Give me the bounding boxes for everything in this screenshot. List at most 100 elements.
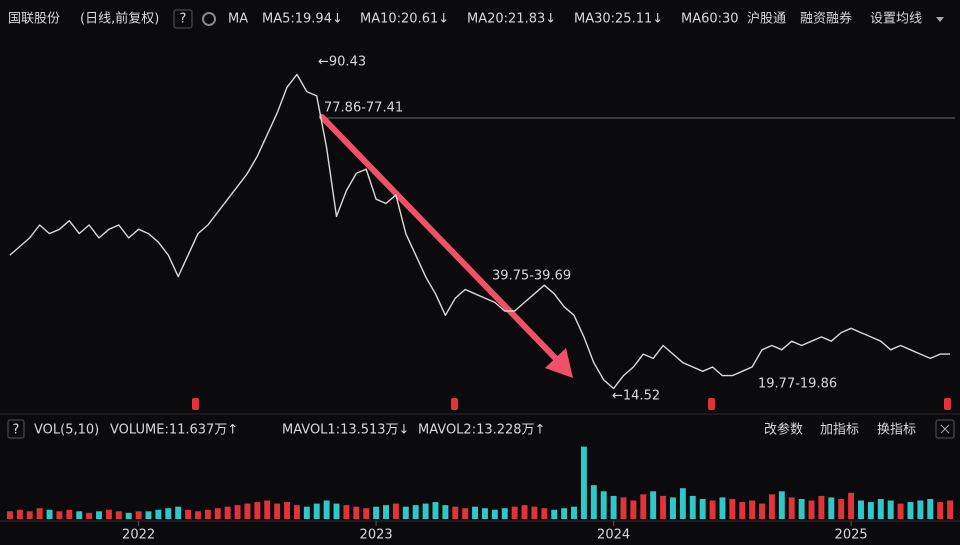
volume-bar — [165, 508, 172, 519]
volume-bar — [26, 511, 33, 519]
volume-bar — [541, 508, 548, 519]
volume-bar — [323, 500, 330, 519]
volume-bar — [333, 503, 340, 519]
volume-bar — [590, 485, 597, 519]
volume-bar — [739, 502, 746, 519]
volume-bar — [630, 500, 637, 519]
volume-bar — [640, 494, 647, 519]
volume-bar — [6, 511, 13, 519]
volume-bar — [650, 491, 657, 519]
close-icon[interactable] — [940, 424, 950, 434]
x-tick-label: 2022 — [122, 528, 155, 543]
volume-bar — [768, 494, 775, 519]
volume-bar — [353, 506, 360, 519]
volume-bar — [501, 508, 508, 519]
volume-bar — [551, 509, 558, 519]
volume-bar — [204, 509, 211, 519]
vol-help-icon[interactable]: ? — [13, 423, 20, 438]
volume-bar — [561, 508, 568, 519]
volume-bar — [858, 500, 864, 519]
volume-bar — [244, 503, 251, 519]
ma-label: MA30:25.11↓ — [574, 12, 663, 27]
volume-bar — [254, 502, 261, 519]
volume-bar — [838, 498, 845, 519]
volume-bar — [689, 495, 696, 519]
volume-bar — [125, 512, 132, 519]
trend-arrow-head — [545, 348, 573, 378]
volume-bar — [580, 446, 587, 519]
annotation: 19.77-19.86 — [758, 377, 837, 392]
volume-label: VOLUME:11.637万↑ — [110, 423, 238, 438]
volume-bar — [135, 511, 142, 519]
volume-bar — [472, 506, 479, 519]
volume-bar — [303, 506, 310, 519]
subtitle: (日线,前复权) — [80, 11, 159, 27]
volume-bar — [620, 497, 627, 519]
volume-bar — [313, 503, 320, 519]
volume-bar — [917, 500, 924, 519]
volume-bar — [481, 508, 488, 519]
annotation: 77.86-77.41 — [324, 101, 403, 116]
ma-label: MA60:30 — [681, 12, 739, 27]
volume-bar — [66, 509, 73, 519]
vol-help-button[interactable] — [7, 419, 25, 439]
x-tick-label: 2024 — [597, 528, 630, 543]
volume-bar — [432, 502, 439, 519]
volume-bar — [670, 497, 676, 519]
volume-bar — [897, 503, 904, 519]
volume-label: MAVOL1:13.513万↓ — [282, 423, 409, 438]
volume-bar — [383, 505, 389, 519]
volume-bar — [224, 506, 231, 519]
volume-bar — [96, 511, 102, 519]
close-button[interactable] — [935, 419, 955, 439]
volume-bar — [907, 502, 914, 519]
volume-bar — [867, 502, 874, 519]
volume-bar — [56, 511, 63, 519]
volume-bar — [46, 509, 53, 519]
toolbar-item[interactable]: 设置均线 — [870, 12, 922, 27]
volume-bar — [531, 506, 538, 519]
volume-bar — [115, 511, 122, 519]
toolbar-item[interactable]: 融资融券 — [800, 11, 852, 27]
volume-bar — [16, 509, 23, 519]
volume-bar — [412, 505, 419, 519]
volume-bar — [373, 506, 380, 519]
volume-bar — [392, 503, 399, 519]
event-markers — [192, 398, 951, 410]
help-icon[interactable]: ? — [180, 12, 187, 27]
toolbar-item[interactable]: 沪股通 — [747, 11, 786, 27]
annotation: ←90.43 — [318, 55, 366, 70]
volume-bar — [521, 505, 528, 519]
volume-bar — [778, 491, 785, 519]
volume-bar — [442, 505, 449, 519]
indicator-button[interactable]: 加指标 — [820, 423, 859, 438]
event-marker — [944, 398, 951, 410]
volume-bar — [422, 503, 429, 519]
indicator-button[interactable]: 改参数 — [764, 422, 803, 438]
volume-bar — [719, 497, 726, 519]
volume-bar — [749, 500, 756, 519]
volume-title: VOL(5,10) — [34, 423, 99, 438]
volume-bar — [264, 500, 271, 519]
volume-bar — [185, 509, 192, 519]
ma-label: MA10:20.61↓ — [360, 12, 449, 27]
trend-arrow — [319, 114, 565, 368]
volume-bar — [145, 511, 152, 519]
help-button[interactable] — [173, 9, 193, 29]
volume-bar — [828, 497, 835, 519]
volume-bar — [848, 492, 855, 519]
volume-bar — [293, 505, 300, 519]
volume-bar — [462, 508, 469, 519]
volume-bar — [709, 500, 716, 519]
volume-bar — [175, 506, 182, 519]
indicator-button[interactable]: 换指标 — [877, 423, 916, 438]
volume-bar — [76, 511, 83, 519]
dropdown-icon[interactable] — [936, 17, 944, 22]
settings-icon[interactable] — [202, 12, 216, 26]
annotation: 39.75-39.69 — [492, 269, 571, 284]
x-tick-label: 2023 — [360, 528, 393, 543]
volume-bar — [571, 506, 577, 519]
volume-bar — [36, 508, 43, 519]
